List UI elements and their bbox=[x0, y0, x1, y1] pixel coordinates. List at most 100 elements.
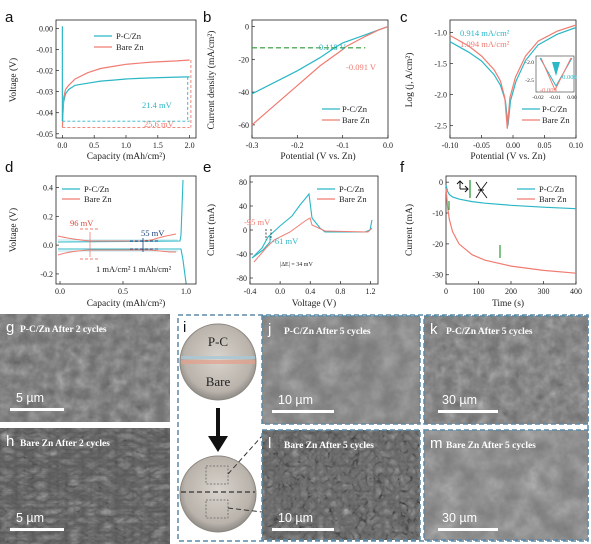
inset-ann-pczn: -0.008 bbox=[560, 74, 577, 81]
y-tick-label: -0.05 bbox=[36, 130, 53, 139]
plot-area: 0-10-20-300 100 200 300 400 bbox=[432, 175, 582, 296]
electrode-photo-after bbox=[179, 455, 257, 533]
x-tick-label: -0.10 bbox=[442, 141, 459, 150]
annotation-55mv: 55 mV bbox=[141, 228, 165, 238]
inset-ann-bare: -0.009 bbox=[540, 87, 557, 94]
x-tick-label: 0.0 bbox=[55, 287, 65, 296]
legend-bare: Bare Zn bbox=[116, 42, 144, 52]
y-axis-label: Voltage (V) bbox=[8, 208, 19, 252]
y-tick-label: -0.02 bbox=[36, 67, 53, 76]
plot-area: 0 -20 -40 -60 -0.3 -0.2 -0.1 0.0 bbox=[238, 19, 393, 150]
plot-area: -1.0 -1.5 -2.0 -2.5 -0.10 -0.05 0.00 0.05 0.10 bbox=[434, 19, 583, 150]
x-tick-label: -0.3 bbox=[246, 141, 259, 150]
annotation-0118: -0.118 V bbox=[316, 42, 347, 52]
x-tick-label: 1.2 bbox=[365, 287, 375, 296]
annotation-0914: 0.914 mA/cm² bbox=[460, 28, 510, 38]
legend-pczn: P-C/Zn bbox=[339, 184, 365, 194]
y-tick-label: 0 bbox=[245, 23, 249, 32]
y-tick-label: -40 bbox=[238, 88, 249, 97]
x-axis-label: Capacity (mAh/cm²) bbox=[87, 151, 166, 162]
legend-bare: Bare Zn bbox=[539, 194, 567, 204]
panel-letter: d bbox=[5, 159, 13, 176]
y-tick-label: 0 bbox=[439, 178, 443, 187]
y-tick-label: 0.0 bbox=[43, 241, 53, 250]
image-title: P-C/Zn After 5 cycles bbox=[284, 327, 371, 337]
y-tick-label: -40 bbox=[236, 250, 247, 259]
label-bare: Bare bbox=[206, 374, 231, 389]
inset-ytick: -2.5 bbox=[525, 78, 534, 84]
series-bare bbox=[253, 217, 373, 263]
x-axis-label: Capacity (mAh/cm²) bbox=[87, 298, 166, 309]
y-tick-label: 40 bbox=[239, 202, 247, 211]
panel-letter: b bbox=[203, 9, 211, 26]
y-tick-label: 0.4 bbox=[43, 184, 53, 193]
x-axis-label: Potential (V vs. Zn) bbox=[470, 151, 545, 162]
annotation-delta-e: |ΔE| = 34 mV bbox=[280, 262, 313, 268]
scale-label: 10 µm bbox=[278, 511, 313, 525]
inset-xtick: 0.00 bbox=[567, 95, 577, 101]
image-g: g P-C/Zn After 2 cycles 5 µm bbox=[0, 314, 170, 422]
y-tick-label: 0.00 bbox=[39, 24, 53, 33]
series-pczn bbox=[61, 76, 190, 122]
y-tick-label: -20 bbox=[432, 240, 443, 249]
image-title: Bare Zn After 5 cycles bbox=[284, 441, 374, 451]
legend-bare: Bare Zn bbox=[84, 194, 112, 204]
y-tick-label: -1.0 bbox=[434, 28, 447, 37]
x-tick-label: 2.0 bbox=[185, 141, 195, 150]
panel-letter: a bbox=[5, 9, 14, 26]
annotation-96mv: 96 mV bbox=[70, 218, 94, 228]
legend-bare: Bare Zn bbox=[542, 115, 570, 125]
panel-a: a 0.00 -0.01 -0.02 -0.03 -0.04 -0.05 0.0 0.5 1.0… bbox=[5, 9, 197, 162]
x-tick-label: 0.05 bbox=[538, 141, 552, 150]
x-tick-label: 1.5 bbox=[153, 141, 163, 150]
y-tick-label: -80 bbox=[236, 274, 247, 283]
diffusion-schematic bbox=[456, 180, 488, 199]
x-axis-label: Voltage (V) bbox=[292, 298, 336, 309]
y-tick-label: 0.2 bbox=[43, 212, 53, 221]
panel-e: e 80 40 0 -40 -80 -0.4 0.0 0.4 0.8 1.2 -95 mV -61… bbox=[203, 159, 379, 309]
annotation-21mv: 21.4 mV bbox=[142, 100, 173, 110]
image-k: k P-C/Zn After 5 cycles 30 µm bbox=[423, 315, 589, 425]
x-tick-label: 0.10 bbox=[569, 141, 583, 150]
axes-frame bbox=[251, 19, 389, 139]
y-tick-label: -10 bbox=[432, 209, 443, 218]
x-tick-label: 300 bbox=[538, 287, 550, 296]
axes-frame bbox=[55, 175, 197, 285]
y-tick-label: -0.2 bbox=[40, 270, 53, 279]
gap-55-lines bbox=[130, 240, 160, 250]
ticks: 0.40.20.0-0.20.0 0.5 1.0 bbox=[40, 184, 191, 296]
panel-letter: f bbox=[400, 159, 405, 176]
image-l: l Bare Zn After 5 cycles 10 µm bbox=[261, 429, 421, 541]
x-tick-label: 0.0 bbox=[57, 141, 67, 150]
y-axis-label: Log (j, A/cm²) bbox=[404, 53, 415, 108]
image-title: Bare Zn After 2 cycles bbox=[20, 439, 110, 449]
dashed-frame-outer bbox=[177, 314, 589, 542]
inset-marker bbox=[552, 62, 560, 76]
scale-bar bbox=[272, 528, 334, 531]
scale-bar bbox=[438, 528, 498, 531]
annotation-conditions: 1 mA/cm² 1 mAh/cm² bbox=[96, 264, 172, 274]
x-tick-label: -0.4 bbox=[244, 287, 257, 296]
panel-letter: i bbox=[183, 319, 186, 336]
y-tick-label: -2.5 bbox=[434, 122, 447, 131]
legend-pczn: P-C/Zn bbox=[539, 184, 565, 194]
legend-pczn: P-C/Zn bbox=[342, 104, 368, 114]
annotation-61mv: -61 mV bbox=[272, 236, 299, 246]
inset: -2.0 -2.5 -0.02 -0.01 0.00 -0.008 -0.009 bbox=[525, 55, 577, 101]
inset-xtick: -0.02 bbox=[532, 95, 544, 101]
y-axis-label: Current density (mA/cm²) bbox=[206, 31, 217, 130]
series-pczn bbox=[251, 26, 389, 95]
scale-bar bbox=[10, 528, 64, 531]
annotation-0091: -0.091 V bbox=[346, 62, 377, 72]
x-axis-label: Potential (V vs. Zn) bbox=[280, 151, 355, 162]
ticks: 80 40 0 -40 -80 -0.4 0.0 0.4 0.8 1.2 bbox=[236, 178, 375, 296]
x-tick-label: 0.8 bbox=[335, 287, 345, 296]
x-tick-label: 0.5 bbox=[118, 287, 128, 296]
scale-bar bbox=[10, 408, 64, 411]
x-tick-label: -0.2 bbox=[291, 141, 304, 150]
legend-bare: Bare Zn bbox=[342, 115, 370, 125]
y-tick-label: -30 bbox=[432, 271, 443, 280]
panel-f: f 0-10-20-300 100 200 300 400 P-C/Zn Bare Zn… bbox=[400, 159, 582, 309]
panel-letter: l bbox=[268, 435, 271, 452]
